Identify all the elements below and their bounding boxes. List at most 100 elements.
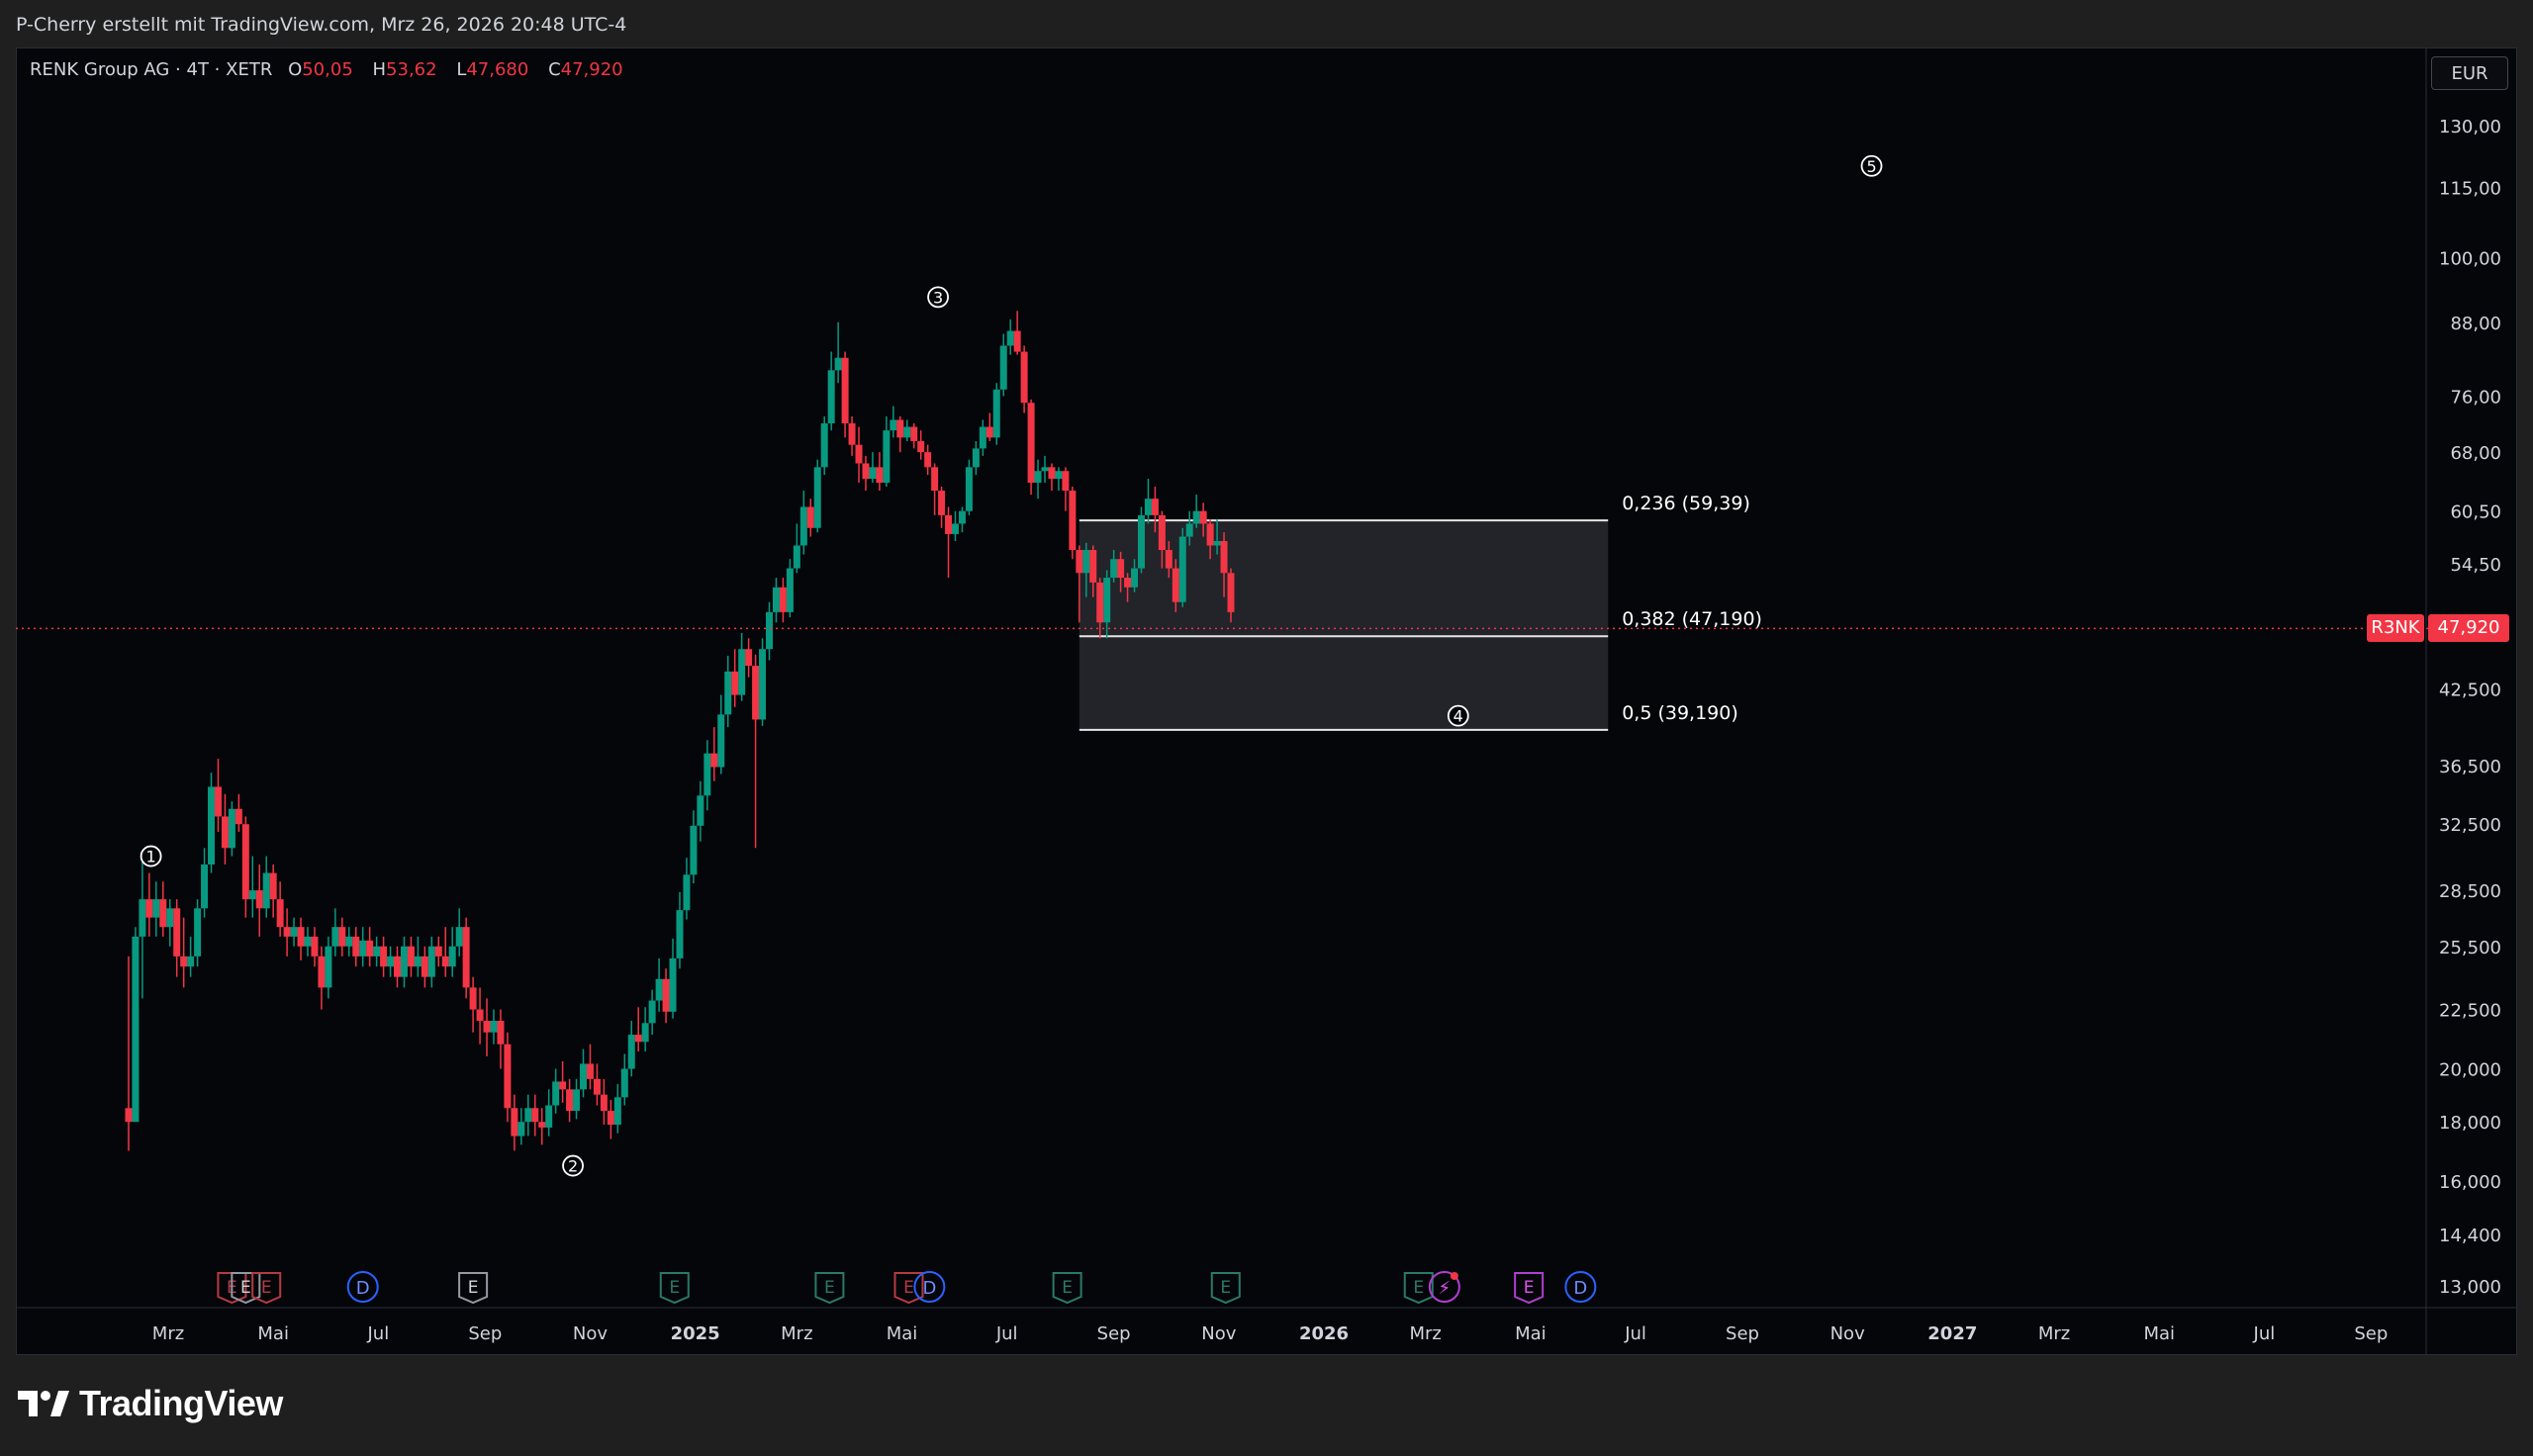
event-marker-split[interactable]: ⚡: [1428, 1271, 1460, 1303]
candle[interactable]: [318, 946, 326, 1010]
candle[interactable]: [855, 426, 863, 484]
tradingview-logo[interactable]: TradingView: [18, 1383, 283, 1424]
candle[interactable]: [869, 452, 877, 484]
candle[interactable]: [676, 891, 684, 969]
wave-label-3[interactable]: 3: [927, 286, 949, 309]
candle[interactable]: [965, 459, 973, 515]
candle[interactable]: [304, 927, 312, 956]
event-marker-earnings_teal[interactable]: E: [659, 1272, 690, 1305]
candle[interactable]: [235, 793, 242, 833]
candle[interactable]: [1006, 318, 1014, 355]
candle[interactable]: [697, 780, 704, 842]
candle[interactable]: [538, 1108, 546, 1145]
candle[interactable]: [765, 601, 773, 661]
candle[interactable]: [1020, 345, 1028, 413]
candle[interactable]: [641, 1007, 649, 1052]
candle[interactable]: [517, 1108, 525, 1145]
wave-label-4[interactable]: 4: [1447, 704, 1469, 727]
candle[interactable]: [717, 694, 725, 774]
candle[interactable]: [613, 1084, 621, 1134]
candle[interactable]: [441, 927, 449, 977]
candle[interactable]: [545, 1089, 553, 1137]
candle[interactable]: [883, 415, 891, 488]
candle[interactable]: [476, 987, 484, 1045]
candle[interactable]: [559, 1060, 567, 1103]
candle[interactable]: [834, 321, 842, 384]
candle[interactable]: [786, 559, 794, 618]
candle[interactable]: [593, 1063, 601, 1106]
candle[interactable]: [820, 415, 828, 476]
candle[interactable]: [1082, 542, 1090, 597]
candle[interactable]: [366, 927, 374, 967]
event-marker-earnings_teal[interactable]: E: [814, 1272, 845, 1305]
candle[interactable]: [407, 936, 415, 977]
candle[interactable]: [669, 938, 677, 1019]
candle[interactable]: [552, 1068, 560, 1114]
candle[interactable]: [1124, 573, 1132, 602]
candle[interactable]: [745, 638, 753, 678]
candle[interactable]: [352, 927, 360, 967]
candle[interactable]: [759, 638, 767, 726]
candle[interactable]: [1178, 527, 1186, 607]
candle[interactable]: [152, 881, 160, 937]
candle[interactable]: [483, 998, 491, 1056]
candle[interactable]: [1213, 519, 1221, 555]
candle[interactable]: [1131, 559, 1139, 592]
currency-button[interactable]: EUR: [2431, 56, 2508, 90]
candle[interactable]: [903, 419, 911, 442]
candle[interactable]: [813, 459, 821, 533]
candle[interactable]: [958, 506, 966, 533]
event-marker-event_purple[interactable]: E: [1514, 1272, 1545, 1305]
candle[interactable]: [648, 989, 656, 1036]
candle[interactable]: [772, 578, 780, 623]
candle[interactable]: [241, 816, 249, 918]
candle[interactable]: [607, 1100, 614, 1139]
candle[interactable]: [139, 856, 146, 999]
candle[interactable]: [580, 1048, 588, 1098]
event-marker-earnings_red[interactable]: E: [251, 1272, 282, 1305]
candle[interactable]: [896, 415, 904, 453]
candle[interactable]: [255, 864, 263, 937]
candle[interactable]: [1076, 545, 1083, 623]
candle[interactable]: [1185, 510, 1193, 546]
candle[interactable]: [1110, 550, 1118, 583]
candle[interactable]: [394, 946, 402, 988]
candle[interactable]: [1062, 467, 1070, 511]
candle[interactable]: [187, 936, 195, 977]
candle[interactable]: [799, 491, 807, 555]
candle[interactable]: [992, 383, 1000, 445]
candle[interactable]: [566, 1078, 574, 1123]
candle[interactable]: [793, 523, 800, 574]
candle[interactable]: [655, 957, 663, 1012]
candle[interactable]: [214, 759, 222, 833]
candle[interactable]: [1069, 487, 1077, 560]
candle[interactable]: [455, 908, 463, 956]
candle[interactable]: [311, 927, 319, 967]
candle[interactable]: [125, 956, 133, 1151]
candle[interactable]: [331, 908, 339, 956]
candle[interactable]: [201, 848, 209, 918]
candle[interactable]: [269, 864, 277, 918]
candle[interactable]: [166, 899, 174, 947]
candle[interactable]: [208, 773, 216, 873]
candle[interactable]: [710, 727, 718, 781]
candle[interactable]: [841, 351, 849, 438]
candle[interactable]: [1151, 487, 1159, 533]
candle[interactable]: [248, 856, 256, 918]
candle[interactable]: [228, 801, 235, 857]
candle[interactable]: [724, 655, 732, 728]
candle[interactable]: [262, 856, 270, 918]
candle[interactable]: [283, 908, 291, 956]
candle[interactable]: [931, 463, 939, 515]
candle[interactable]: [497, 1009, 505, 1069]
candle[interactable]: [1165, 541, 1173, 579]
candle[interactable]: [806, 499, 814, 537]
candle[interactable]: [890, 406, 897, 438]
candle[interactable]: [400, 936, 408, 988]
candle[interactable]: [325, 936, 332, 999]
candle[interactable]: [917, 430, 925, 460]
event-marker-earnings_gray[interactable]: E: [458, 1272, 489, 1305]
candle[interactable]: [387, 946, 395, 977]
candle[interactable]: [1144, 479, 1152, 524]
candle[interactable]: [421, 946, 428, 988]
